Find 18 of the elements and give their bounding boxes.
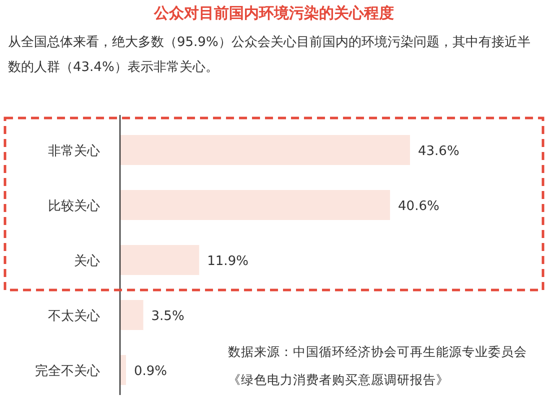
annotation: 数据来源：中国循环经济协会可再生能源专业委员会《绿色电力消费者购买意愿调研报告》 xyxy=(228,343,528,389)
data-label: 3.5% xyxy=(151,309,184,324)
bar xyxy=(120,355,126,385)
bar xyxy=(120,190,390,220)
bar xyxy=(120,300,144,330)
y-tick-label: 不太关心 xyxy=(48,308,100,324)
chart-title: 公众对目前国内环境污染的关心程度 xyxy=(152,4,395,23)
data-label: 11.9% xyxy=(207,254,248,269)
data-label: 43.6% xyxy=(418,144,460,159)
bar xyxy=(120,135,410,165)
y-tick-label: 关心 xyxy=(74,253,100,269)
chart-subtitle: 从全国总体来看，绝大多数（95.9%）公众会关心目前国内的环境污染问题，其中有接近半数的人群（43.4%）表示非常关心。 xyxy=(8,34,532,77)
y-tick-label: 非常关心 xyxy=(48,143,100,159)
y-tick-label: 比较关心 xyxy=(48,198,100,214)
data-label: 40.6% xyxy=(398,199,440,214)
data-label: 0.9% xyxy=(134,364,168,379)
y-tick-label: 完全不关心 xyxy=(35,363,100,379)
bar xyxy=(120,245,200,275)
